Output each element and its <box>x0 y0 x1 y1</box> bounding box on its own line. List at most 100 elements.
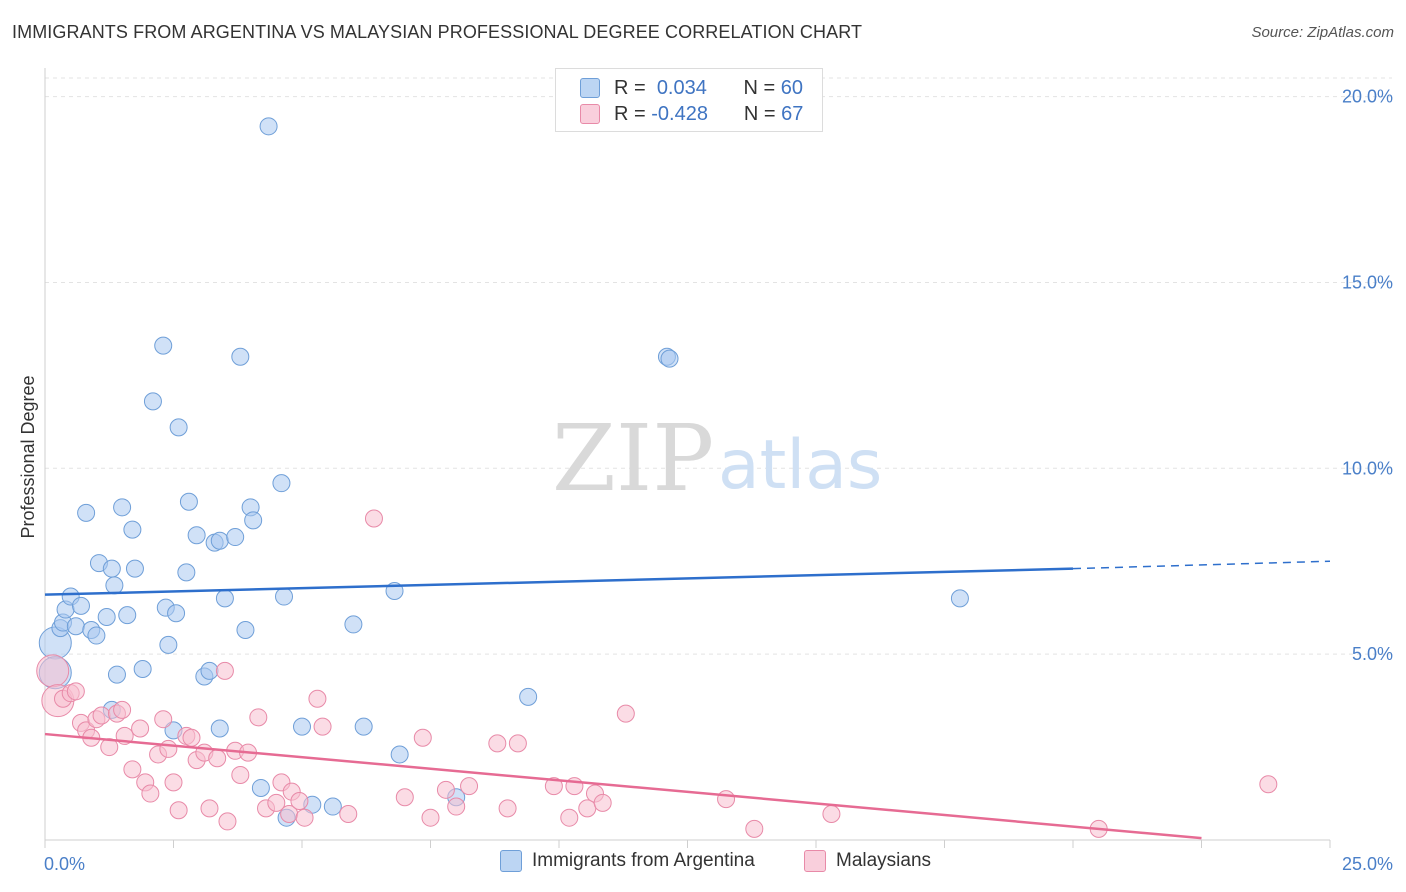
malaysian-point <box>578 799 597 818</box>
malaysian-point <box>113 700 132 719</box>
argentina-point <box>259 117 278 136</box>
argentina-point <box>118 606 137 625</box>
malaysian-point <box>141 784 160 803</box>
malaysian-point <box>560 808 579 827</box>
argentina-point <box>167 604 186 623</box>
malaysian-point <box>745 819 764 838</box>
legend-swatch-malaysians <box>580 104 600 124</box>
bottom-legend-label-malaysians: Malaysians <box>836 850 932 871</box>
argentina-point <box>123 520 142 539</box>
argentina-point <box>179 492 198 511</box>
argentina-point <box>950 589 969 608</box>
malaysian-trend-line <box>44 732 1202 840</box>
bottom-legend-malaysians: Malaysians <box>804 850 931 872</box>
grid-lines <box>45 77 1392 655</box>
correlation-legend: R = 0.034 N = 60 R = -0.428 N = 67 <box>555 68 823 132</box>
y-tick-label: 10.0% <box>1342 458 1393 478</box>
tick-labels: 5.0% 10.0% 15.0% 20.0% 0.0% 25.0% <box>44 87 1393 874</box>
argentina-trend-line <box>44 567 1074 596</box>
argentina-point <box>133 660 152 679</box>
legend-r-label: R = <box>614 102 646 125</box>
malaysian-point <box>447 797 466 816</box>
x-tick-label: 0.0% <box>44 854 85 874</box>
legend-n-label: N = <box>743 102 776 125</box>
argentina-point <box>187 526 206 545</box>
malaysian-point <box>267 793 286 812</box>
argentina-point <box>215 589 234 608</box>
malaysian-point <box>313 717 332 736</box>
malaysian-point <box>200 799 219 818</box>
malaysian-point <box>339 804 358 823</box>
argentina-point <box>107 665 126 684</box>
argentina-point <box>293 717 311 736</box>
malaysian-point <box>123 760 142 779</box>
legend-row-argentina: R = 0.034 N = 60 <box>580 75 803 101</box>
malaysian-point <box>36 654 70 688</box>
argentina-point <box>226 528 245 547</box>
argentina-point <box>102 559 121 578</box>
argentina-point <box>125 559 144 578</box>
chart-title: IMMIGRANTS FROM ARGENTINA VS MALAYSIAN P… <box>12 22 863 42</box>
legend-n-label: N = <box>743 76 776 99</box>
argentina-point <box>272 474 291 493</box>
y-tick-label: 15.0% <box>1342 272 1393 292</box>
argentina-point <box>275 587 294 606</box>
argentina-point <box>244 511 263 530</box>
malaysian-point <box>182 728 201 747</box>
y-tick-label: 20.0% <box>1342 87 1393 107</box>
malaysian-point <box>395 788 414 807</box>
malaysian-point <box>616 704 635 723</box>
argentina-point <box>354 717 373 736</box>
malaysian-point <box>1259 775 1278 794</box>
x-tick-label: 25.0% <box>1342 854 1393 874</box>
y-axis-label: Professional Degree <box>18 375 38 538</box>
argentina-point <box>169 418 188 437</box>
bottom-legend-label-argentina: Immigrants from Argentina <box>532 850 755 871</box>
malaysian-point <box>92 706 111 725</box>
argentina-point <box>200 661 219 680</box>
malaysian-point <box>308 689 327 708</box>
argentina-point <box>71 596 90 615</box>
argentina-point <box>231 347 250 366</box>
source-label: Source: ZipAtlas.com <box>1251 24 1394 41</box>
argentina-point <box>77 503 96 522</box>
malaysian-point <box>154 710 173 729</box>
argentina-point <box>660 349 679 368</box>
malaysian-point <box>364 509 383 528</box>
argentina-point <box>210 531 229 550</box>
argentina-point <box>177 563 196 582</box>
argentina-point <box>66 617 85 636</box>
watermark-zip: ZIP <box>552 405 714 512</box>
malaysian-point <box>488 734 507 753</box>
malaysian-point <box>413 728 432 747</box>
malaysian-point <box>290 791 309 810</box>
malaysian-point <box>231 765 250 784</box>
malaysian-point <box>249 708 268 727</box>
argentina-point <box>154 336 173 355</box>
legend-row-malaysians: R = -0.428 N = 67 <box>580 101 803 127</box>
argentina-point <box>519 687 538 706</box>
y-tick-label: 5.0% <box>1352 644 1393 664</box>
legend-r-value: 0.034 <box>656 76 707 99</box>
malaysian-point <box>164 773 183 792</box>
malaysian-point <box>498 799 517 818</box>
bottom-legend-swatch-argentina <box>500 850 522 872</box>
malaysian-point <box>208 749 227 768</box>
malaysian-point <box>421 808 440 827</box>
malaysian-point <box>822 804 841 823</box>
malaysian-point <box>215 661 234 680</box>
malaysian-point <box>295 808 314 827</box>
argentina-point <box>105 576 124 595</box>
malaysian-point <box>66 682 85 701</box>
malaysian-point <box>169 801 188 820</box>
argentina-point <box>143 392 162 411</box>
malaysian-point <box>460 777 479 796</box>
legend-swatch-argentina <box>580 78 600 98</box>
legend-r-value: -0.428 <box>651 102 708 125</box>
malaysian-point <box>436 780 455 799</box>
argentina-point <box>236 620 255 639</box>
malaysian-point <box>131 719 150 738</box>
argentina-point <box>87 626 106 645</box>
malaysian-point <box>508 734 527 753</box>
bottom-legend-argentina: Immigrants from Argentina <box>500 850 755 872</box>
